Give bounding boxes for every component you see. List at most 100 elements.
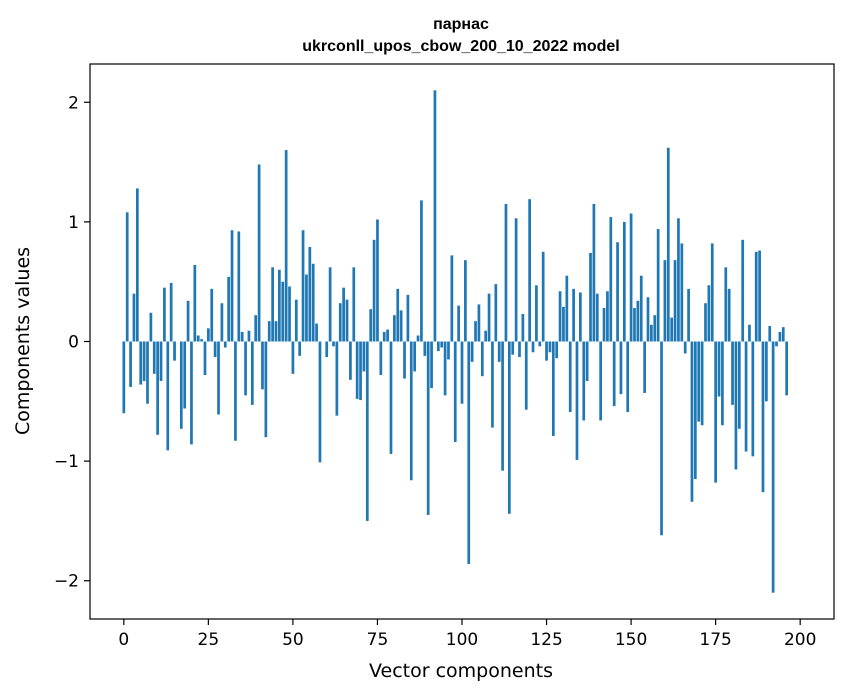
bar-188 <box>758 250 761 342</box>
bar-38 <box>250 341 254 405</box>
bars-group <box>122 90 789 593</box>
bar-18 <box>183 341 187 409</box>
bar-34 <box>237 231 241 342</box>
bar-104 <box>474 321 477 342</box>
bar-110 <box>494 284 498 342</box>
bar-118 <box>521 313 525 342</box>
bar-166 <box>683 341 687 354</box>
bar-62 <box>332 341 335 347</box>
bar-72 <box>365 341 369 521</box>
bar-108 <box>487 293 491 342</box>
bar-63 <box>335 341 339 416</box>
bar-87 <box>416 335 420 342</box>
bar-128 <box>555 341 559 359</box>
bar-191 <box>768 325 772 342</box>
bar-182 <box>737 341 741 429</box>
x-axis-label: Vector components <box>369 660 553 682</box>
bar-11 <box>159 341 163 381</box>
bar-41 <box>261 341 264 390</box>
x-tick-label: 125 <box>530 630 562 650</box>
bar-26 <box>210 288 214 342</box>
bar-58 <box>318 341 322 463</box>
bar-98 <box>453 341 457 442</box>
bar-22 <box>196 335 200 342</box>
bar-61 <box>328 267 332 342</box>
bar-57 <box>315 323 318 342</box>
bar-31 <box>227 276 231 342</box>
bar-127 <box>551 341 555 436</box>
bar-194 <box>778 331 782 342</box>
bar-67 <box>349 341 352 380</box>
bar-171 <box>700 341 704 426</box>
bar-9 <box>152 341 156 374</box>
bar-100 <box>460 341 464 404</box>
bar-138 <box>589 252 592 342</box>
bar-96 <box>447 341 450 360</box>
bar-179 <box>727 288 731 342</box>
bar-0 <box>122 341 126 414</box>
x-tick-label: 75 <box>367 630 389 650</box>
bar-53 <box>301 230 305 342</box>
bar-134 <box>575 341 579 460</box>
bar-145 <box>612 341 616 407</box>
y-tick-label: 0 <box>68 333 79 353</box>
bar-111 <box>497 341 501 362</box>
bar-94 <box>440 341 444 348</box>
bar-5 <box>139 341 143 385</box>
bar-64 <box>338 303 342 342</box>
y-tick-label: −2 <box>54 572 79 592</box>
bar-7 <box>146 341 149 404</box>
x-tick-label: 175 <box>699 630 731 650</box>
bar-21 <box>193 264 197 342</box>
bar-192 <box>771 341 775 593</box>
bar-83 <box>403 341 406 379</box>
bar-103 <box>470 341 474 362</box>
bar-66 <box>345 299 349 342</box>
bar-153 <box>639 275 643 342</box>
bar-68 <box>352 267 356 342</box>
bar-89 <box>423 341 427 356</box>
bar-32 <box>230 230 234 342</box>
bar-37 <box>247 330 251 342</box>
bar-123 <box>538 341 542 347</box>
y-tick-label: −1 <box>54 452 79 472</box>
bar-184 <box>744 341 748 452</box>
bar-70 <box>359 341 362 401</box>
bar-71 <box>362 341 366 372</box>
bar-125 <box>545 341 548 361</box>
bar-180 <box>731 341 734 405</box>
bar-23 <box>200 339 203 342</box>
bar-193 <box>775 341 778 347</box>
y-tick-label: 2 <box>68 93 79 113</box>
bar-161 <box>666 147 670 342</box>
bar-2 <box>129 341 132 387</box>
bar-73 <box>369 309 373 342</box>
bar-155 <box>646 297 650 342</box>
bar-52 <box>298 341 302 356</box>
bar-158 <box>656 229 660 342</box>
bar-165 <box>680 243 684 342</box>
bar-170 <box>697 341 701 422</box>
bar-107 <box>484 330 488 342</box>
bar-149 <box>626 341 630 413</box>
bar-176 <box>717 341 721 397</box>
bar-142 <box>602 308 606 342</box>
bar-177 <box>721 341 724 426</box>
bar-44 <box>271 267 274 342</box>
bar-159 <box>660 341 663 536</box>
bar-124 <box>541 251 545 342</box>
bar-29 <box>220 303 224 342</box>
bar-196 <box>785 341 789 396</box>
x-axis-ticks: 0 25 50 75 100 125 150 175 200 <box>118 619 816 650</box>
bar-105 <box>477 304 481 342</box>
bar-178 <box>724 267 728 342</box>
bar-174 <box>710 243 714 342</box>
y-tick-label: 1 <box>68 213 79 233</box>
bar-40 <box>257 164 261 342</box>
bar-12 <box>163 287 166 342</box>
bar-151 <box>633 308 636 342</box>
bar-45 <box>274 321 278 342</box>
bar-181 <box>734 341 738 470</box>
bar-20 <box>190 341 193 445</box>
